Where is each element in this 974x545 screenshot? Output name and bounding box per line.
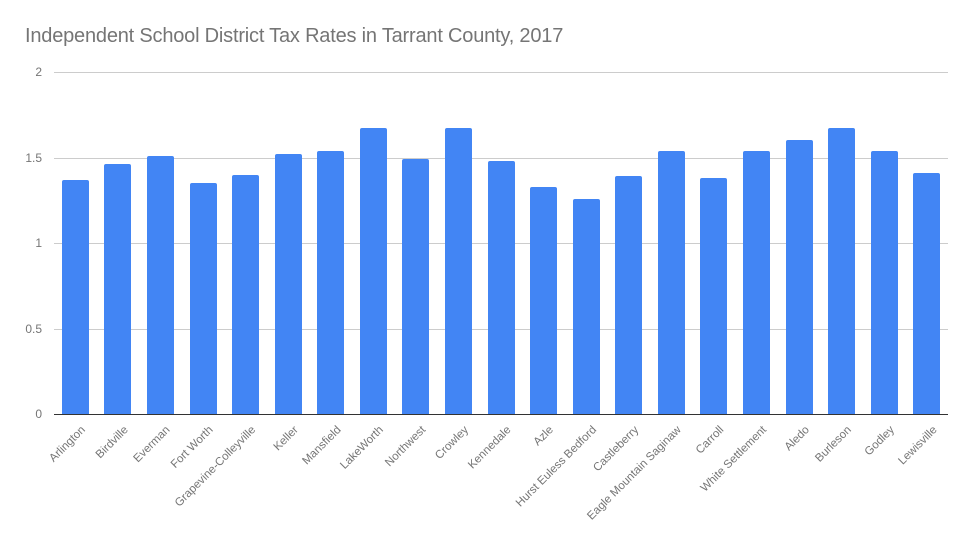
bar[interactable]	[146, 155, 174, 414]
bar[interactable]	[444, 128, 472, 414]
bar-slot	[906, 72, 949, 414]
bar-slot	[480, 72, 523, 414]
bar-slot	[522, 72, 565, 414]
bar[interactable]	[402, 159, 430, 414]
plot-area: 0 0.5 1 1.5 2	[25, 65, 948, 421]
bar-series	[54, 72, 948, 414]
x-tick-label: Keller	[271, 424, 301, 454]
bar-slot	[54, 72, 97, 414]
bar[interactable]	[572, 198, 600, 414]
x-tick-label: Birdville	[93, 424, 131, 461]
chart-title: Independent School District Tax Rates in…	[25, 25, 564, 47]
bar[interactable]	[189, 183, 217, 414]
bar[interactable]	[530, 186, 558, 414]
x-tick-label: Azle	[531, 424, 557, 449]
bar[interactable]	[104, 164, 132, 414]
bar[interactable]	[700, 178, 728, 414]
bar[interactable]	[274, 154, 302, 414]
bar-slot	[863, 72, 906, 414]
bar-slot	[395, 72, 438, 414]
x-tick-label: Crowley	[433, 424, 471, 462]
bar[interactable]	[615, 176, 643, 414]
x-tick-label: Carroll	[694, 424, 727, 457]
bar-slot	[820, 72, 863, 414]
x-axis-labels: Arlington Birdville Everman Fort Worth Grape…	[47, 424, 948, 544]
bar-slot	[650, 72, 693, 414]
gridline	[54, 157, 948, 159]
bar-slot	[182, 72, 225, 414]
bar-slot	[778, 72, 821, 414]
bar[interactable]	[657, 150, 685, 414]
bar-slot	[735, 72, 778, 414]
bar[interactable]	[487, 160, 515, 414]
bar-slot	[693, 72, 736, 414]
bar[interactable]	[359, 128, 387, 414]
y-tick-label: 1.5	[25, 150, 42, 165]
y-tick-label: 1	[35, 236, 42, 250]
x-tick-label: Arlington	[47, 424, 88, 465]
bar-slot	[309, 72, 352, 414]
bar[interactable]	[828, 128, 856, 414]
bar[interactable]	[870, 150, 898, 414]
x-tick-label: Godley	[862, 424, 897, 459]
bar-slot	[97, 72, 140, 414]
x-tick-label: Burleson	[813, 424, 855, 465]
gridline	[54, 72, 948, 73]
y-tick-label: 2	[35, 65, 42, 79]
bar[interactable]	[61, 179, 89, 414]
y-tick-label: 0.5	[25, 321, 42, 336]
bar-slot	[139, 72, 182, 414]
bar[interactable]	[785, 140, 813, 414]
bar[interactable]	[232, 174, 260, 414]
bar[interactable]	[913, 172, 941, 414]
bar-slot	[352, 72, 395, 414]
y-tick-label: 0	[35, 407, 42, 421]
bar-slot	[224, 72, 267, 414]
x-axis-line	[54, 414, 948, 415]
bar[interactable]	[743, 150, 771, 414]
bar-slot	[267, 72, 310, 414]
bar-slot	[608, 72, 651, 414]
bar-slot	[565, 72, 608, 414]
x-tick-label: Aledo	[782, 424, 812, 454]
bar[interactable]	[317, 150, 345, 414]
bar-slot	[437, 72, 480, 414]
